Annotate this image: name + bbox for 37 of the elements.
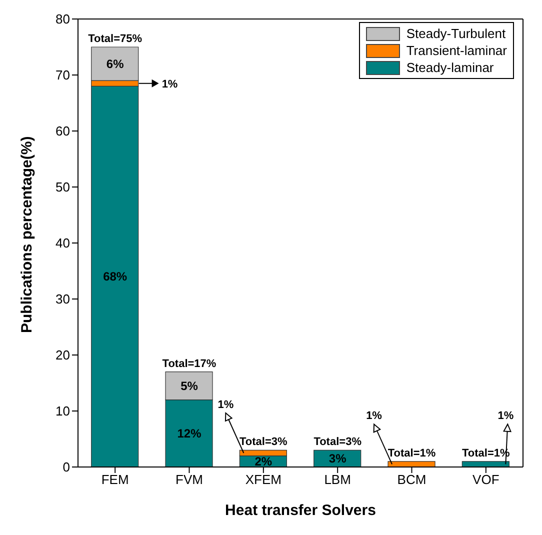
total-label: Total=17% <box>162 358 216 370</box>
legend-label: Steady-laminar <box>405 59 495 76</box>
data-label: 2% <box>254 454 272 468</box>
total-label: Total=3% <box>240 436 288 448</box>
data-label: 6% <box>106 56 124 71</box>
y-tick-label: 40 <box>56 236 70 251</box>
legend-label: Steady-Turbulent <box>405 25 507 42</box>
data-label: 1% <box>366 410 382 422</box>
x-axis-title: Heat transfer Solvers <box>225 502 376 519</box>
x-tick-label: FEM <box>101 472 129 488</box>
y-tick-label: 0 <box>62 460 70 475</box>
y-tick-label: 10 <box>56 404 70 419</box>
data-label: 12% <box>177 426 202 440</box>
legend-label: Transient-laminar <box>405 42 507 59</box>
data-label: 1% <box>498 410 514 422</box>
y-tick-label: 70 <box>56 68 70 83</box>
y-tick-label: 60 <box>56 124 70 139</box>
y-tick-label: 30 <box>56 292 70 307</box>
data-label: 68% <box>103 270 128 284</box>
x-tick-label: VOF <box>472 472 500 488</box>
total-label: Total=3% <box>314 436 362 448</box>
y-tick-label: 20 <box>56 348 70 363</box>
data-label: 1% <box>162 78 178 90</box>
x-tick-label: BCM <box>397 472 426 488</box>
y-tick-label: 50 <box>56 180 70 195</box>
bar <box>388 461 436 467</box>
x-tick-label: XFEM <box>245 472 282 488</box>
y-tick-label: 80 <box>56 12 70 27</box>
bar <box>462 461 510 467</box>
total-label: Total=1% <box>388 447 436 460</box>
x-tick-label: LBM <box>324 472 351 488</box>
data-label: 5% <box>180 378 198 393</box>
y-axis-title: Publications percentage(%) <box>18 136 36 333</box>
total-label: Total=75% <box>88 33 142 45</box>
data-label: 1% <box>218 399 234 411</box>
x-tick-label: FVM <box>176 472 203 488</box>
data-label: 3% <box>328 452 347 466</box>
